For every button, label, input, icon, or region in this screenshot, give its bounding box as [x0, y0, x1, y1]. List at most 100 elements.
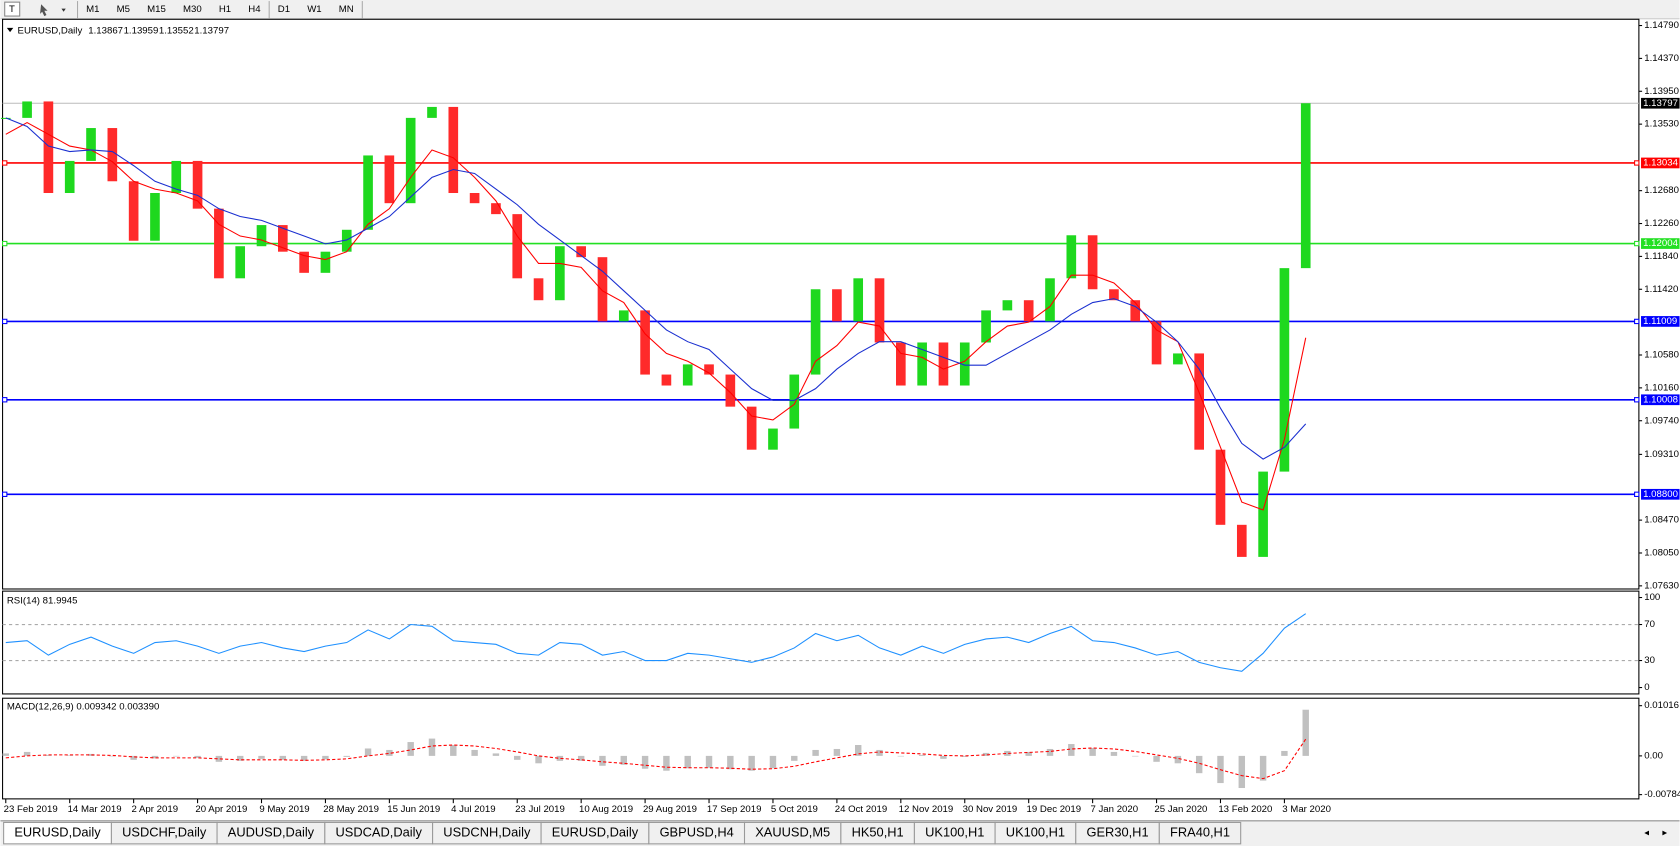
timeframe-button[interactable]: H4: [248, 4, 261, 15]
macd-bar: [151, 755, 159, 759]
macd-bar: [173, 755, 180, 757]
tab-label[interactable]: USDCHF,Daily: [122, 825, 207, 840]
tab-scroll-right[interactable]: ▸: [1662, 828, 1667, 839]
timeframe-button[interactable]: D1: [278, 4, 290, 15]
candle: [938, 342, 949, 386]
candle: [853, 278, 864, 322]
candle: [384, 155, 395, 204]
y-tick-label: 1.10160: [1644, 382, 1679, 393]
candle: [661, 374, 672, 386]
y-tick-label: -0.00784: [1644, 789, 1680, 800]
x-tick-label: 14 Mar 2019: [68, 804, 122, 815]
y-tick-label: 1.11840: [1644, 251, 1678, 262]
candle: [576, 246, 586, 258]
tab-label[interactable]: GER30,H1: [1086, 825, 1148, 840]
macd-bar: [577, 755, 585, 761]
macd-bar: [1302, 709, 1309, 756]
candle: [214, 208, 224, 279]
y-tick-label: 0.01016: [1644, 700, 1679, 711]
macd-bar: [194, 755, 201, 758]
candle: [1002, 300, 1013, 311]
x-tick-label: 9 May 2019: [259, 804, 309, 815]
macd-bar: [343, 755, 350, 757]
macd-bar: [1110, 751, 1118, 756]
tab-label[interactable]: EURUSD,Daily: [14, 825, 101, 840]
candle: [1066, 235, 1077, 279]
tab-label[interactable]: AUDUSD,Daily: [228, 825, 315, 840]
level-handle: [2, 240, 8, 247]
candle: [1173, 353, 1183, 365]
timeframe-button[interactable]: M30: [183, 4, 202, 15]
quote-low: 1.13552: [159, 26, 194, 37]
timeframe-button[interactable]: H1: [219, 4, 231, 15]
candle: [1109, 289, 1119, 301]
candle: [810, 289, 821, 375]
cursor-tool[interactable]: [40, 4, 48, 17]
candle: [64, 160, 75, 194]
macd-bar: [663, 755, 670, 771]
timeframe-button[interactable]: M5: [117, 4, 130, 15]
candle: [277, 225, 288, 252]
macd-bar: [535, 755, 542, 764]
date-axis-border: [0, 820, 1680, 822]
macd-bar: [1281, 750, 1288, 756]
y-tick-label: 1.08470: [1644, 515, 1679, 526]
x-tick-label: 4 Jul 2019: [451, 804, 495, 815]
macd-bar: [2, 753, 9, 756]
text-tool[interactable]: [4, 1, 21, 17]
tab[interactable]: [1158, 821, 1242, 845]
tab-label[interactable]: USDCAD,Daily: [336, 825, 423, 840]
x-tick-label: 17 Sep 2019: [707, 804, 762, 815]
level-handle: [1634, 397, 1640, 403]
dropdown[interactable]: [61, 8, 66, 12]
text-tool-icon: T: [9, 4, 15, 15]
macd-bar: [1046, 748, 1054, 756]
macd-panel: [2, 697, 1640, 800]
candle: [22, 101, 32, 118]
tab-label[interactable]: UK100,H1: [1006, 825, 1065, 840]
tab-label[interactable]: FRA40,H1: [1170, 825, 1230, 840]
candle: [171, 160, 182, 194]
y-tick-label: 0: [1644, 682, 1649, 693]
tab-scroll-left[interactable]: ◂: [1644, 828, 1649, 839]
tab-label[interactable]: XAUUSD,M5: [755, 825, 830, 840]
level-label: 1.08800: [1643, 489, 1678, 500]
macd-bar: [897, 755, 905, 757]
candle: [682, 364, 693, 386]
macd-bar: [727, 755, 734, 770]
macd-bar: [66, 755, 73, 756]
y-tick-label: 1.10580: [1644, 350, 1679, 361]
macd-bar: [258, 755, 265, 759]
macd-bar: [322, 755, 329, 760]
tab-label[interactable]: HK50,H1: [852, 825, 904, 840]
timeframe-button[interactable]: M1: [86, 4, 99, 15]
tab-label[interactable]: GBPUSD,H4: [660, 825, 734, 840]
level-label-box: [1641, 394, 1680, 406]
candle: [1130, 300, 1141, 322]
y-tick-label: 1.13530: [1644, 119, 1679, 130]
timeframe-button[interactable]: MN: [339, 4, 354, 15]
candle: [832, 289, 842, 322]
candle: [1087, 235, 1098, 290]
tab-label[interactable]: EURUSD,Daily: [552, 825, 639, 840]
candle: [86, 128, 96, 161]
x-tick-label: 7 Jan 2020: [1090, 804, 1138, 815]
macd-bar: [940, 755, 947, 759]
macd-bar: [620, 755, 628, 765]
x-tick-label: 30 Nov 2019: [963, 804, 1018, 815]
timeframe-button[interactable]: M15: [147, 4, 166, 15]
candle: [1236, 524, 1247, 557]
y-tick-label: 1.11420: [1644, 284, 1678, 295]
collapse-triangle[interactable]: [6, 27, 14, 33]
current-price-box: [1641, 97, 1680, 109]
tab-label[interactable]: USDCNH,Daily: [443, 825, 531, 840]
x-tick-label: 15 Jun 2019: [387, 804, 440, 815]
x-tick-label: 20 Apr 2019: [195, 804, 247, 815]
x-tick-label: 28 May 2019: [323, 804, 379, 815]
timeframe-button[interactable]: W1: [307, 4, 321, 15]
macd-bar: [599, 755, 606, 766]
macd-bar: [407, 742, 414, 756]
candle: [789, 374, 800, 429]
tab-label[interactable]: UK100,H1: [925, 825, 984, 840]
level-label-box: [1641, 238, 1680, 249]
